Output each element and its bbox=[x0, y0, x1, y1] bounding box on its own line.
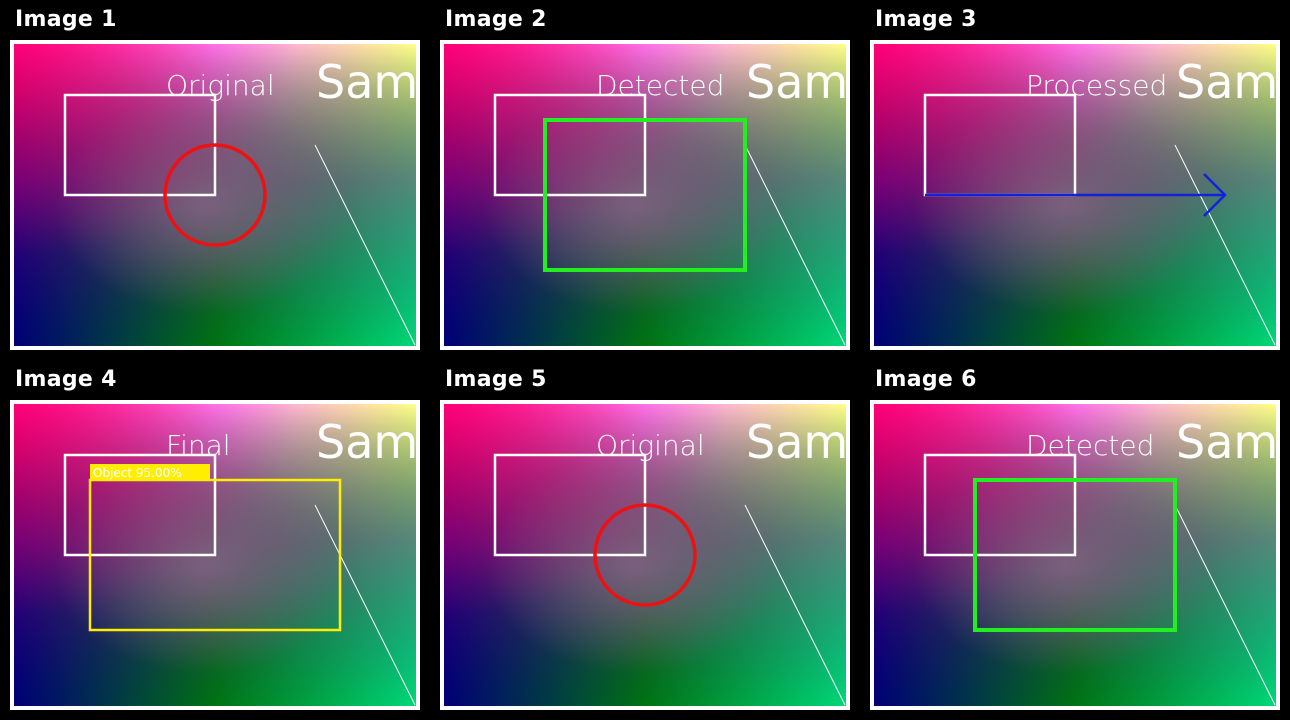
panel-title: Image 4 bbox=[15, 367, 117, 392]
panel-image: Original Sam bbox=[444, 404, 846, 706]
sample-text: Sam bbox=[316, 415, 416, 469]
panel-title: Image 5 bbox=[445, 367, 547, 392]
panel-title: Image 6 bbox=[875, 367, 977, 392]
panel-label: Original bbox=[596, 429, 705, 462]
detection-box bbox=[88, 478, 342, 632]
detection-tag-background bbox=[90, 464, 210, 480]
panel-title: Image 3 bbox=[875, 7, 977, 32]
image-frame: Original Sam bbox=[440, 400, 850, 710]
panel-label: Detected bbox=[1026, 429, 1154, 462]
sample-text: Sam bbox=[316, 55, 416, 109]
diagonal-line bbox=[744, 504, 846, 706]
panel-title: Image 1 bbox=[15, 7, 117, 32]
image-frame: Processed Sam bbox=[870, 40, 1280, 350]
reference-rectangle bbox=[63, 453, 217, 557]
detection-box bbox=[973, 478, 1177, 632]
detection-circle bbox=[593, 503, 697, 607]
image-panel-2: Image 2 bbox=[440, 0, 850, 360]
reference-rectangle bbox=[923, 453, 1077, 557]
diagonal-line bbox=[1174, 144, 1276, 346]
sample-text: Sam bbox=[746, 55, 846, 109]
overlay-shape bbox=[543, 118, 747, 272]
image-panel-3: Image 3 bbox=[870, 0, 1280, 360]
overlay-shape bbox=[593, 503, 697, 607]
panel-image: Final Sam Object 95.00% bbox=[14, 404, 416, 706]
panel-label: Final bbox=[166, 429, 231, 462]
overlay-shape bbox=[163, 143, 267, 247]
detection-box bbox=[543, 118, 747, 272]
sample-text: Sam bbox=[1176, 55, 1276, 109]
image-panel-6: Image 6 bbox=[870, 360, 1280, 720]
diagonal-line bbox=[744, 144, 846, 346]
overlay-shape bbox=[973, 478, 1177, 632]
panel-image: Processed Sam bbox=[874, 44, 1276, 346]
detection-circle bbox=[163, 143, 267, 247]
panel-label: Processed bbox=[1026, 69, 1167, 102]
image-frame: Detected Sam bbox=[870, 400, 1280, 710]
image-frame: Detected Sam bbox=[440, 40, 850, 350]
sample-text: Sam bbox=[746, 415, 846, 469]
overlay-shape: Object 95.00% bbox=[88, 464, 342, 632]
image-panel-5: Image 5 bbox=[440, 360, 850, 720]
reference-rectangle bbox=[493, 93, 647, 197]
diagonal-line bbox=[314, 504, 416, 706]
image-frame: Final Sam Object 95.00% bbox=[10, 400, 420, 710]
panel-image: Original Sam bbox=[14, 44, 416, 346]
overlay-shape bbox=[925, 173, 1227, 217]
panel-image: Detected Sam bbox=[874, 404, 1276, 706]
detection-tag: Object 95.00% bbox=[93, 466, 182, 480]
panel-label: Detected bbox=[596, 69, 724, 102]
image-panel-4: Image 4 bbox=[10, 360, 420, 720]
sample-text: Sam bbox=[1176, 415, 1276, 469]
image-panel-1: Image 1 bbox=[10, 0, 420, 360]
diagonal-line bbox=[314, 144, 416, 346]
diagonal-line bbox=[1174, 504, 1276, 706]
arrow-head-icon bbox=[1203, 173, 1227, 217]
panel-image: Detected Sam bbox=[444, 44, 846, 346]
panel-title: Image 2 bbox=[445, 7, 547, 32]
panel-label: Original bbox=[166, 69, 275, 102]
image-frame: Original Sam bbox=[10, 40, 420, 350]
